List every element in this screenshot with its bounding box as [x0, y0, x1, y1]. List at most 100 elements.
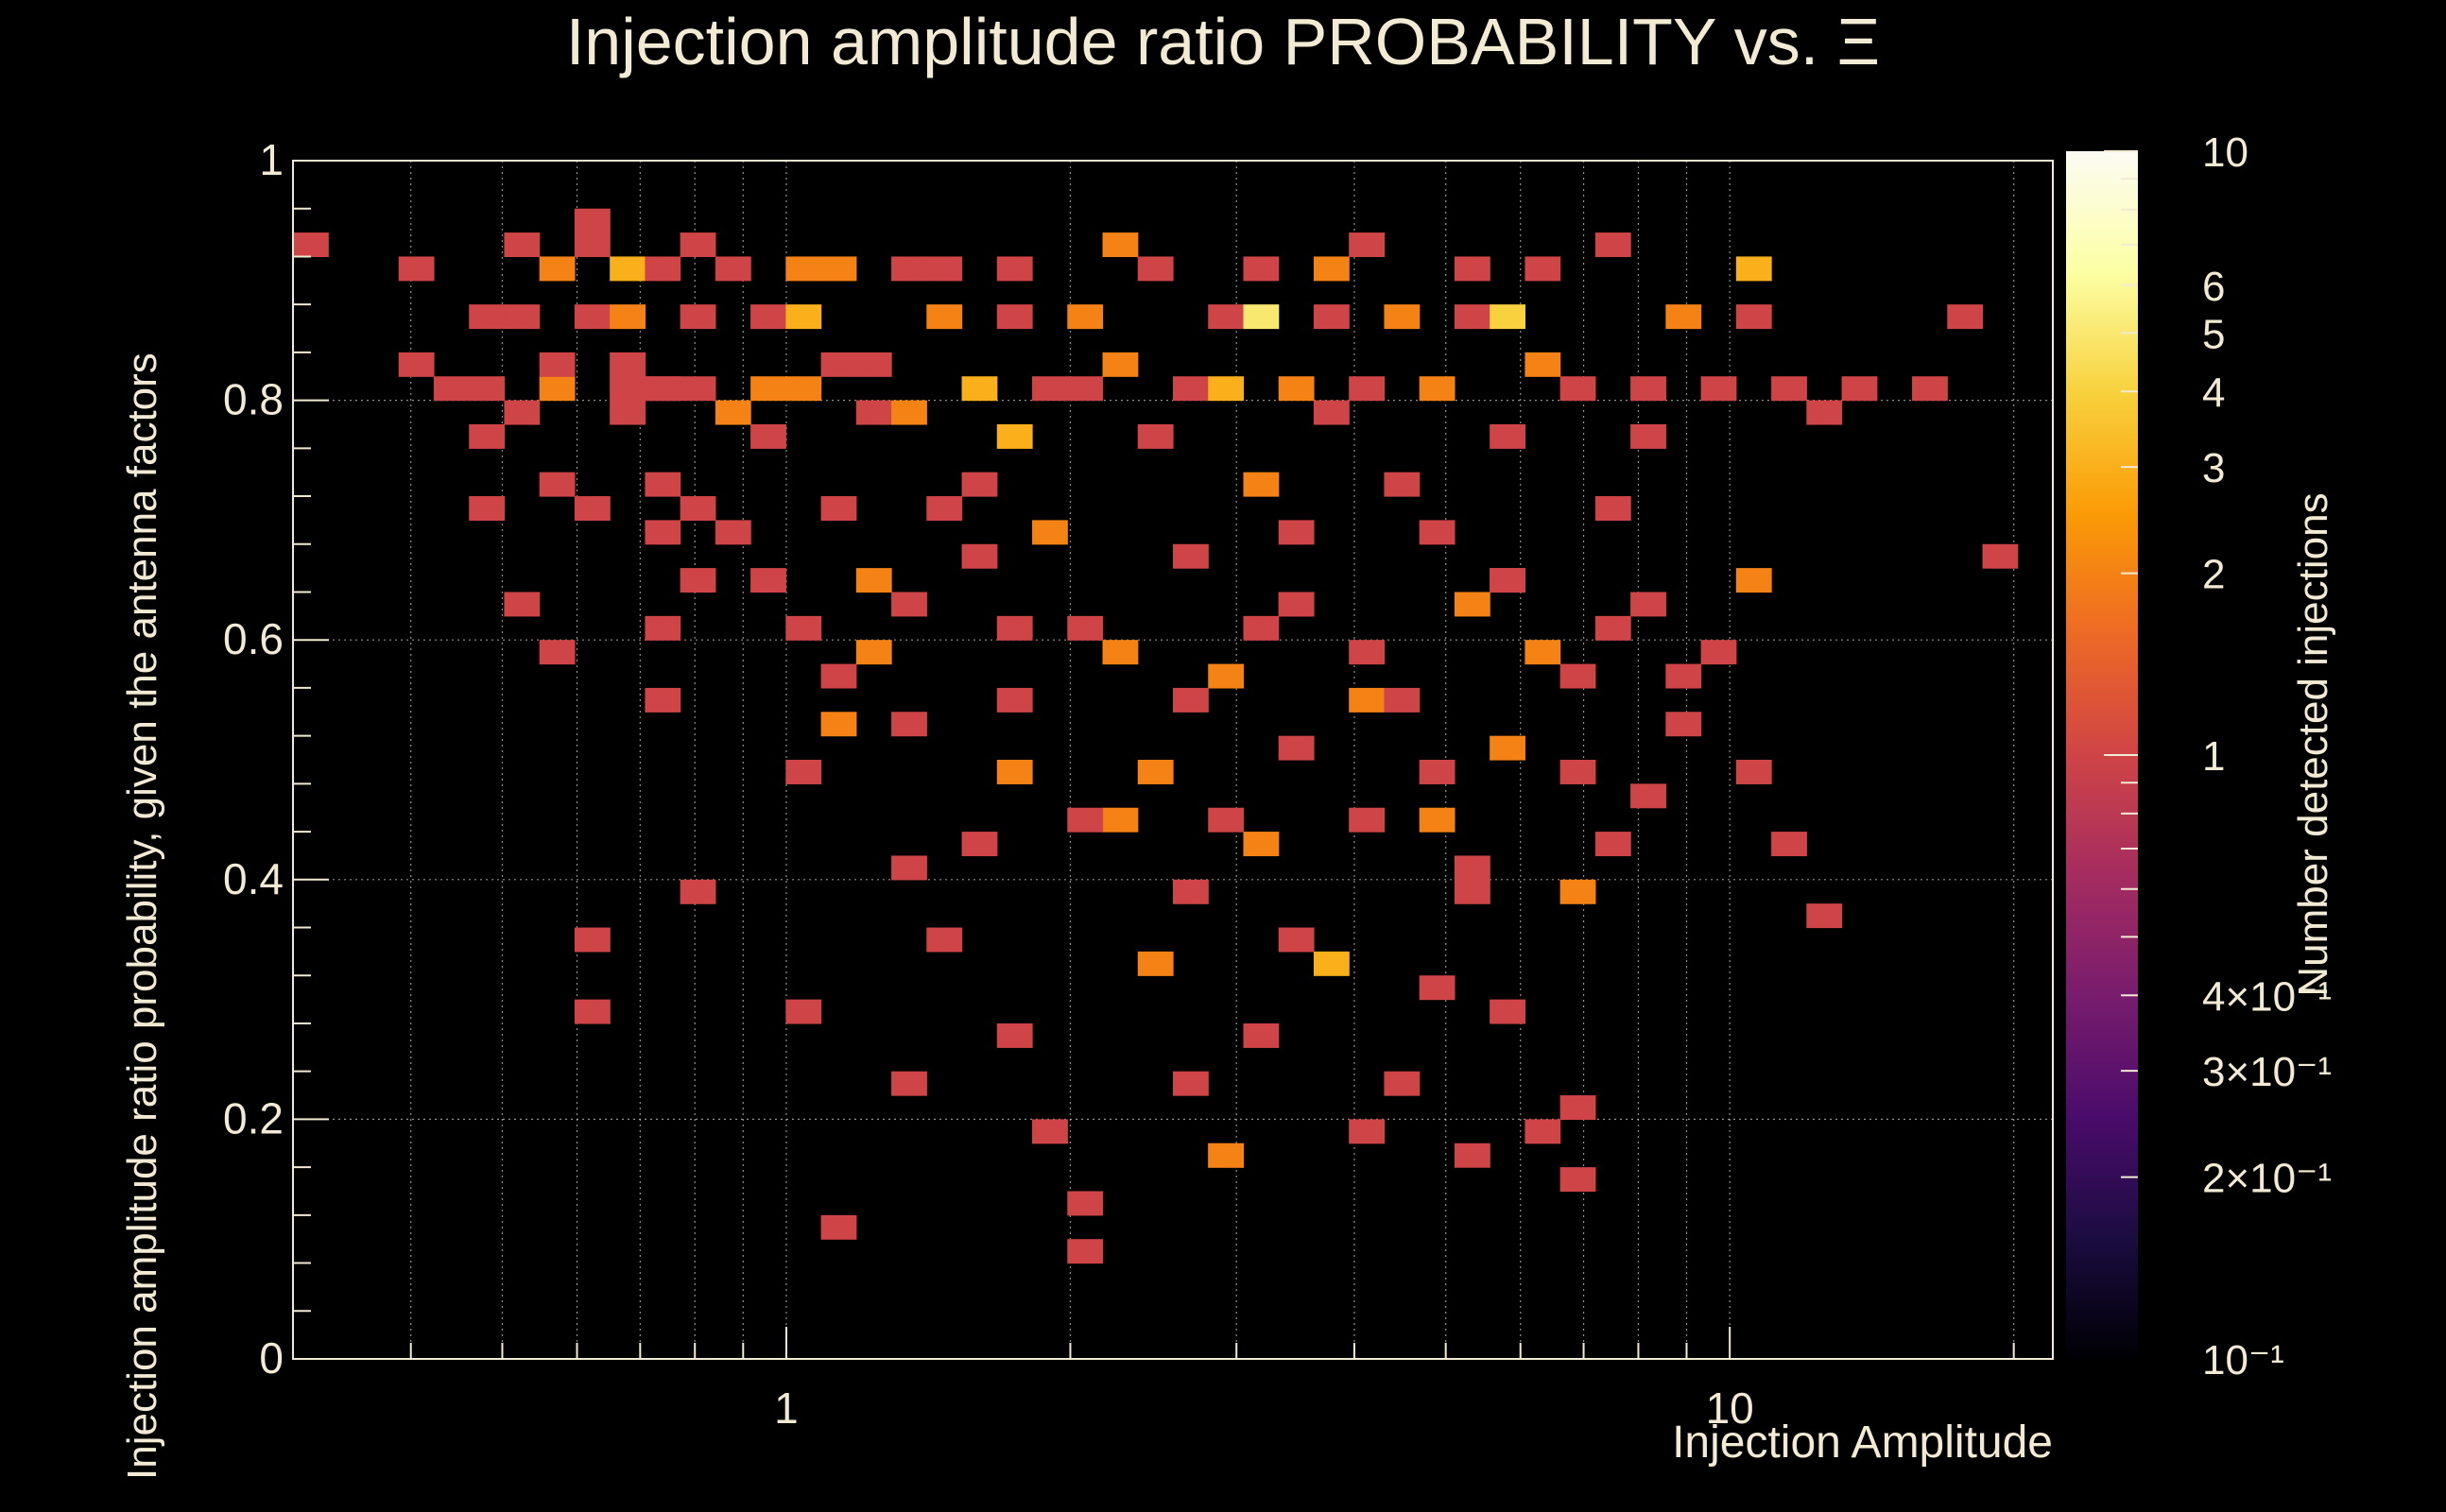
heatmap-cell	[1349, 376, 1386, 402]
heatmap-cell	[1349, 640, 1386, 665]
heatmap-cell	[1665, 304, 1702, 330]
heatmap-cell	[926, 496, 963, 521]
heatmap-cell	[1912, 376, 1948, 402]
heatmap-cell	[504, 400, 541, 425]
heatmap-cell	[1454, 1143, 1490, 1168]
heatmap-cell	[1243, 832, 1280, 857]
plot-frame	[292, 160, 2054, 1360]
heatmap-cell	[961, 543, 998, 569]
heatmap-cell	[820, 663, 857, 689]
heatmap-cell	[926, 304, 963, 330]
heatmap-cell	[645, 472, 681, 497]
heatmap-cell	[1806, 400, 1843, 425]
heatmap-cell	[1243, 256, 1280, 282]
heatmap-cell	[1067, 1239, 1104, 1264]
heatmap-cell	[1841, 376, 1878, 402]
heatmap-cell	[1419, 376, 1456, 402]
heatmap-cell	[1137, 256, 1174, 282]
heatmap-cell	[996, 615, 1033, 641]
heatmap-cell	[610, 256, 646, 282]
axis-ticks: 1 10 0 0.2 0.4 0.6 0.8 1	[223, 135, 2015, 1433]
heatmap-cell	[715, 520, 751, 545]
heatmap-cell	[1559, 879, 1596, 904]
heatmap-cell	[1349, 807, 1386, 833]
y-tick-label: 0.4	[223, 854, 284, 903]
heatmap-cell	[996, 304, 1033, 330]
heatmap-cell	[1665, 712, 1702, 737]
heatmap-cell	[785, 999, 822, 1024]
colorbar-label: Number detected injections	[2290, 492, 2336, 996]
heatmap-cell	[996, 760, 1033, 784]
heatmap-cell	[1735, 304, 1772, 330]
heatmap-cell	[1208, 1143, 1245, 1168]
heatmap-cell	[1700, 376, 1737, 402]
heatmap-cell	[1594, 832, 1631, 857]
chart-title: Injection amplitude ratio PROBABILITY vs…	[566, 5, 1880, 78]
colorbar-tick-label: 10	[2202, 129, 2248, 176]
heatmap-cell	[1278, 376, 1315, 402]
heatmap-cell	[1559, 1095, 1596, 1120]
heatmap-cell	[855, 568, 892, 593]
heatmap-cell	[1630, 592, 1666, 617]
heatmap-cell	[610, 352, 646, 377]
heatmap-cell	[961, 376, 998, 402]
heatmap-cell	[1173, 543, 1209, 569]
heatmap-cell	[1313, 951, 1350, 976]
heatmap-cell	[539, 640, 576, 665]
heatmap-cell	[293, 232, 329, 258]
x-axis-label: Injection Amplitude	[1672, 1418, 2053, 1468]
heatmap-cell	[1243, 304, 1280, 330]
x-tick-label: 1	[774, 1383, 799, 1433]
heatmap-cell	[539, 352, 576, 377]
y-tick-label: 1	[259, 135, 284, 184]
heatmap-cell	[469, 376, 506, 402]
heatmap-cell	[996, 423, 1033, 449]
heatmap-cell	[1137, 423, 1174, 449]
heatmap-cell	[996, 687, 1033, 713]
heatmap-cell	[469, 496, 506, 521]
y-tick-label: 0.2	[223, 1093, 284, 1143]
heatmap-cell	[574, 927, 611, 953]
heatmap-cell	[574, 496, 611, 521]
heatmap-cell	[1454, 855, 1490, 881]
heatmap-cell	[1313, 256, 1350, 282]
heatmap-cell	[1243, 1022, 1280, 1048]
heatmap-cell	[1419, 975, 1456, 1001]
heatmap-cell	[1982, 543, 2019, 569]
heatmap-cell	[785, 615, 822, 641]
heatmap-cell	[539, 472, 576, 497]
heatmap-cell	[1594, 496, 1631, 521]
heatmap-cell	[574, 999, 611, 1024]
heatmap-cell	[785, 376, 822, 402]
heatmap-cell	[1419, 807, 1456, 833]
heatmap-cell	[574, 232, 611, 258]
heatmap-cell	[1559, 376, 1596, 402]
heatmap-cell	[1067, 615, 1104, 641]
heatmap-cell	[820, 352, 857, 377]
y-axis-label: Injection amplitude ratio probability, g…	[119, 352, 165, 1480]
heatmap-cell	[1243, 472, 1280, 497]
heatmap-cell	[398, 256, 435, 282]
heatmap-cell	[1349, 232, 1386, 258]
heatmap-cell	[1278, 520, 1315, 545]
heatmap-cell	[855, 352, 892, 377]
heatmap-cell	[1524, 1119, 1561, 1144]
heatmap-cell	[855, 640, 892, 665]
heatmap-cell	[680, 376, 716, 402]
heatmap-cell	[1067, 376, 1104, 402]
heatmap-cell	[891, 1071, 927, 1096]
heatmap-cell	[610, 304, 646, 330]
heatmap-cell	[1384, 1071, 1421, 1096]
heatmap-cell	[610, 400, 646, 425]
heatmap-cell	[1630, 423, 1666, 449]
heatmap-cell	[1032, 376, 1068, 402]
heatmap-cell	[1102, 352, 1139, 377]
colorbar-ticks: 10 65 4 3 2 1 4×10⁻¹ 3×10⁻¹ 2×10⁻¹ 10⁻¹	[2104, 129, 2332, 1383]
heatmap-cell	[1735, 568, 1772, 593]
heatmap-cell	[1384, 687, 1421, 713]
heatmap-cell	[680, 568, 716, 593]
heatmap-cell	[1454, 592, 1490, 617]
heatmap-cell	[855, 400, 892, 425]
heatmap-cell	[926, 256, 963, 282]
heatmap-cell	[1594, 615, 1631, 641]
